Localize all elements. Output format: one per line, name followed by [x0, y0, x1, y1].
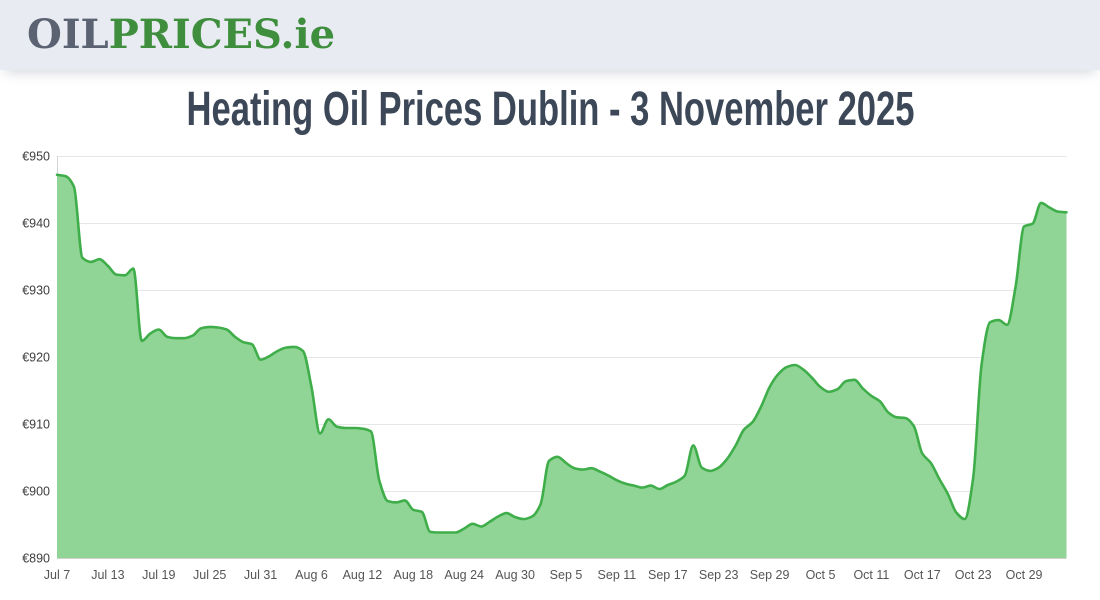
x-tick-label: Sep 23: [699, 568, 739, 582]
page-title-text: Heating Oil Prices Dublin - 3 November 2…: [186, 83, 914, 136]
y-tick-label: €920: [22, 351, 50, 365]
y-tick-label: €890: [22, 552, 50, 566]
x-tick-label: Aug 12: [343, 568, 383, 582]
x-tick-label: Jul 13: [91, 568, 124, 582]
y-tick-label: €940: [22, 217, 50, 231]
y-axis-labels: €890 €900 €910 €920 €930 €940 €950: [22, 150, 50, 566]
y-tick-label: €950: [22, 150, 50, 164]
x-tick-label: Sep 11: [598, 568, 637, 582]
x-tick-label: Jul 19: [142, 568, 175, 582]
logo-text-tld: .ie: [280, 11, 336, 58]
logo-text-oil: OIL: [27, 11, 109, 58]
site-logo[interactable]: OILPRICES.ie: [27, 15, 335, 55]
page-title: Heating Oil Prices Dublin - 3 November 2…: [0, 83, 1100, 137]
x-tick-label: Oct 17: [904, 568, 941, 582]
x-tick-label: Jul 31: [244, 568, 277, 582]
y-tick-label: €900: [22, 485, 50, 499]
site-header: OILPRICES.ie: [0, 0, 1100, 70]
y-tick-label: €930: [22, 284, 50, 298]
logo-text-prices: PRICES: [108, 11, 281, 58]
x-tick-label: Jul 25: [193, 568, 226, 582]
x-tick-label: Oct 23: [955, 568, 992, 582]
x-tick-label: Sep 5: [550, 568, 583, 582]
x-tick-label: Oct 11: [853, 568, 889, 582]
x-tick-label: Aug 6: [295, 568, 328, 582]
x-tick-label: Aug 24: [444, 568, 484, 582]
y-tick-label: €910: [22, 418, 50, 432]
x-tick-label: Oct 29: [1006, 568, 1043, 582]
x-tick-label: Sep 17: [648, 568, 688, 582]
x-tick-label: Aug 18: [393, 568, 433, 582]
x-tick-label: Jul 7: [44, 568, 70, 582]
x-tick-label: Oct 5: [806, 568, 836, 582]
area-series: [55, 173, 1068, 559]
x-tick-label: Aug 30: [495, 568, 535, 582]
area-fill: [57, 174, 1067, 559]
x-axis-labels: Jul 7 Jul 13 Jul 19 Jul 25 Jul 31 Aug 6 Aug 12…: [44, 568, 1043, 582]
x-tick-label: Sep 29: [750, 568, 790, 582]
price-line: [55, 173, 1068, 534]
